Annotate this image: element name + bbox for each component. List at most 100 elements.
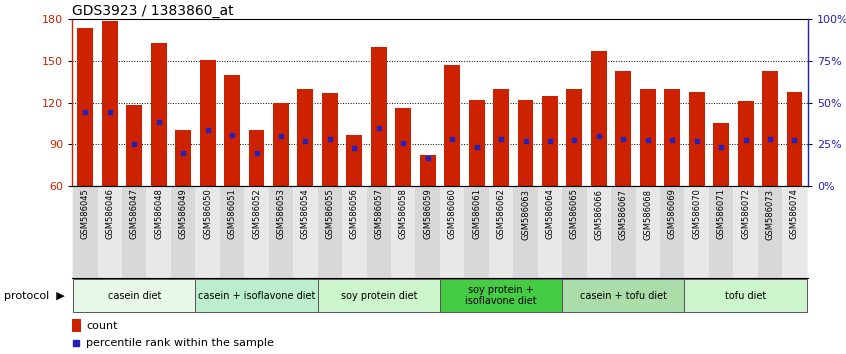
Bar [591, 51, 607, 186]
Bar [738, 101, 754, 186]
Text: GSM586057: GSM586057 [374, 189, 383, 240]
Bar [440, 186, 464, 278]
Bar [567, 89, 582, 186]
Text: GSM586069: GSM586069 [667, 189, 677, 240]
Bar [762, 71, 778, 186]
Bar [391, 186, 415, 278]
Text: GSM586047: GSM586047 [129, 189, 139, 240]
Bar [151, 43, 167, 186]
Text: GSM586073: GSM586073 [766, 189, 775, 240]
Bar [371, 47, 387, 186]
Bar [444, 65, 460, 186]
Text: soy protein diet: soy protein diet [341, 291, 417, 301]
Bar [395, 108, 411, 186]
Text: GSM586045: GSM586045 [81, 189, 90, 239]
FancyBboxPatch shape [440, 279, 563, 312]
Text: GSM586050: GSM586050 [203, 189, 212, 239]
Bar [542, 96, 558, 186]
Text: GSM586054: GSM586054 [301, 189, 310, 239]
Bar [346, 135, 362, 186]
Bar [733, 186, 758, 278]
Bar [783, 186, 807, 278]
Bar [489, 186, 514, 278]
Text: GSM586067: GSM586067 [618, 189, 628, 240]
Text: GSM586056: GSM586056 [350, 189, 359, 240]
Bar [200, 60, 216, 186]
Bar [758, 186, 783, 278]
Bar [586, 186, 611, 278]
Bar [689, 92, 705, 186]
Text: casein + tofu diet: casein + tofu diet [580, 291, 667, 301]
Bar [713, 124, 729, 186]
Text: GSM586048: GSM586048 [154, 189, 163, 240]
Text: GSM586072: GSM586072 [741, 189, 750, 240]
Text: GSM586052: GSM586052 [252, 189, 261, 239]
Bar [220, 186, 244, 278]
FancyBboxPatch shape [195, 279, 317, 312]
Text: GSM586074: GSM586074 [790, 189, 799, 240]
Bar [615, 71, 631, 186]
Text: percentile rank within the sample: percentile rank within the sample [86, 338, 274, 348]
Bar [244, 186, 269, 278]
FancyBboxPatch shape [563, 279, 684, 312]
Text: GSM586064: GSM586064 [546, 189, 554, 240]
Text: tofu diet: tofu diet [725, 291, 766, 301]
Text: protocol  ▶: protocol ▶ [4, 291, 65, 301]
Text: GSM586065: GSM586065 [570, 189, 579, 240]
Text: GSM586062: GSM586062 [497, 189, 506, 240]
Bar [122, 186, 146, 278]
Bar [366, 186, 391, 278]
Bar [464, 186, 489, 278]
Bar [273, 103, 289, 186]
FancyBboxPatch shape [684, 279, 807, 312]
Text: GSM586053: GSM586053 [277, 189, 285, 240]
Bar [171, 186, 195, 278]
Bar [146, 186, 171, 278]
FancyBboxPatch shape [73, 279, 195, 312]
Text: GSM586060: GSM586060 [448, 189, 457, 240]
Bar [493, 89, 509, 186]
Bar [73, 186, 97, 278]
Text: GSM586061: GSM586061 [472, 189, 481, 240]
Bar [342, 186, 366, 278]
Bar [664, 89, 680, 186]
Bar [322, 93, 338, 186]
Bar [684, 186, 709, 278]
Bar [195, 186, 220, 278]
Text: casein + isoflavone diet: casein + isoflavone diet [198, 291, 316, 301]
Text: GSM586049: GSM586049 [179, 189, 188, 239]
Text: GSM586058: GSM586058 [398, 189, 408, 240]
Text: GSM586046: GSM586046 [105, 189, 114, 240]
Bar [249, 130, 265, 186]
Bar [640, 89, 656, 186]
Bar [72, 319, 81, 332]
Text: soy protein +
isoflavone diet: soy protein + isoflavone diet [465, 285, 537, 307]
Bar [415, 186, 440, 278]
Bar [660, 186, 684, 278]
Text: GSM586070: GSM586070 [692, 189, 701, 240]
Bar [126, 105, 142, 186]
Bar [420, 155, 436, 186]
Text: GSM586051: GSM586051 [228, 189, 237, 239]
Bar [518, 100, 534, 186]
Bar [563, 186, 586, 278]
Bar [787, 92, 802, 186]
Bar [317, 186, 342, 278]
Text: GSM586066: GSM586066 [595, 189, 603, 240]
Bar [175, 130, 191, 186]
Text: GSM586071: GSM586071 [717, 189, 726, 240]
Text: GDS3923 / 1383860_at: GDS3923 / 1383860_at [72, 5, 233, 18]
Text: GSM586055: GSM586055 [326, 189, 334, 239]
Bar [298, 89, 313, 186]
Bar [294, 186, 317, 278]
Bar [635, 186, 660, 278]
Bar [514, 186, 538, 278]
Bar [469, 100, 485, 186]
Bar [538, 186, 563, 278]
Bar [102, 21, 118, 186]
Bar [611, 186, 635, 278]
Bar [709, 186, 733, 278]
FancyBboxPatch shape [317, 279, 440, 312]
Text: GSM586059: GSM586059 [423, 189, 432, 239]
Bar [269, 186, 294, 278]
